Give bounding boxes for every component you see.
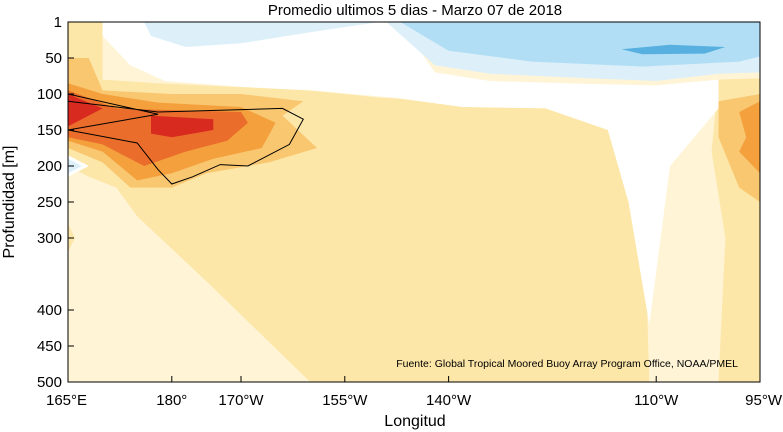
y-tick-label: 1 [54, 14, 62, 31]
x-tick-label: 110°W [634, 392, 679, 409]
anomaly-region-white-11 [102, 22, 719, 325]
contour-layer [68, 93, 304, 185]
y-tick-label: 500 [37, 374, 62, 391]
anomaly-region-neg_weak-14 [68, 158, 82, 174]
chart-title: Promedio ultimos 5 dias - Marzo 07 de 20… [268, 2, 562, 19]
x-axis: 165°E 180° 170°W 155°W 140°W 110°W 95°W [46, 376, 783, 409]
anomaly-region-pos_6-10 [151, 115, 214, 138]
y-axis-label: Profundidad [m] [1, 146, 18, 259]
y-tick-label: 50 [45, 50, 62, 67]
x-tick-label: 155°W [322, 392, 368, 409]
contour-line-0 [68, 93, 304, 185]
y-tick-label: 200 [37, 158, 62, 175]
y-tick-label: 400 [37, 302, 62, 319]
x-tick-label: 95°W [745, 392, 783, 409]
source-credit: Fuente: Global Tropical Moored Buoy Arra… [396, 358, 738, 370]
x-tick-label: 140°W [426, 392, 472, 409]
anomaly-region-neg_strong-16 [621, 44, 726, 55]
anomaly-region-neg_mid-15 [344, 22, 760, 67]
x-axis-label: Longitud [384, 413, 445, 430]
anomaly-region-pos_4-7 [739, 101, 760, 174]
x-tick-label: 170°W [218, 392, 264, 409]
x-tick-label: 165°E [46, 392, 87, 409]
y-tick-label: 300 [37, 230, 62, 247]
heatmap-layers [68, 22, 760, 382]
y-tick-label: 100 [37, 86, 62, 103]
y-tick-label: 150 [37, 122, 62, 139]
y-tick-label: 250 [37, 194, 62, 211]
y-tick-label: 450 [37, 338, 62, 355]
x-tick-label: 180° [156, 392, 187, 409]
